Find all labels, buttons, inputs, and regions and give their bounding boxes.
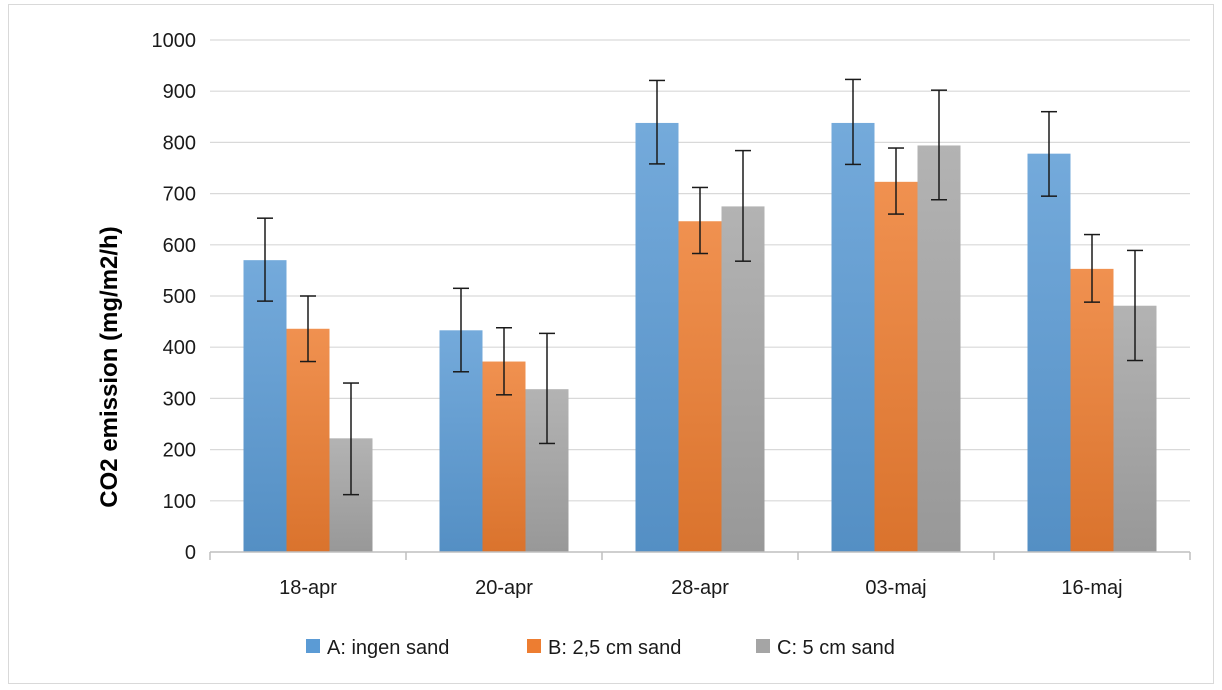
bar (243, 260, 287, 552)
legend-swatch (306, 639, 320, 653)
bar (874, 181, 918, 552)
gridlines (210, 39, 1190, 502)
bar (635, 122, 679, 552)
y-tick-label: 300 (163, 388, 196, 410)
bar (1070, 268, 1114, 552)
bar (831, 122, 875, 552)
axes: 0 100 200 300 400 500 600 700 800 900 1000 18-apr 20… (152, 30, 1191, 599)
bar (1027, 153, 1071, 552)
x-tick-label: 20-apr (475, 577, 533, 599)
y-tick-label: 0 (185, 542, 196, 564)
x-tick-label: 28-apr (671, 577, 729, 599)
x-tick-label: 18-apr (279, 577, 337, 599)
legend-label: A: ingen sand (327, 637, 449, 659)
y-tick-label: 100 (163, 491, 196, 513)
bar (721, 206, 765, 552)
legend: A: ingen sand B: 2,5 cm sand C: 5 cm sand (306, 637, 895, 659)
y-tick-label: 200 (163, 440, 196, 462)
x-tick-label: 03-maj (865, 577, 926, 599)
legend-label: C: 5 cm sand (777, 637, 895, 659)
y-tick-label: 700 (163, 184, 196, 206)
y-tick-label: 500 (163, 286, 196, 308)
y-tick-label: 800 (163, 132, 196, 154)
legend-swatch (756, 639, 770, 653)
bar (917, 145, 961, 553)
y-tick-label: 1000 (152, 30, 197, 52)
chart-frame (8, 4, 1214, 684)
bar (678, 221, 722, 553)
x-tick-label: 16-maj (1061, 577, 1122, 599)
error-bars (257, 78, 1143, 496)
y-tick-label: 900 (163, 81, 196, 103)
y-tick-label: 600 (163, 235, 196, 257)
y-tick-label: 400 (163, 337, 196, 359)
legend-swatch (527, 639, 541, 653)
y-axis-label: CO2 emission (mg/m2/h) (96, 226, 123, 507)
legend-label: B: 2,5 cm sand (548, 637, 681, 659)
bar (286, 328, 330, 552)
